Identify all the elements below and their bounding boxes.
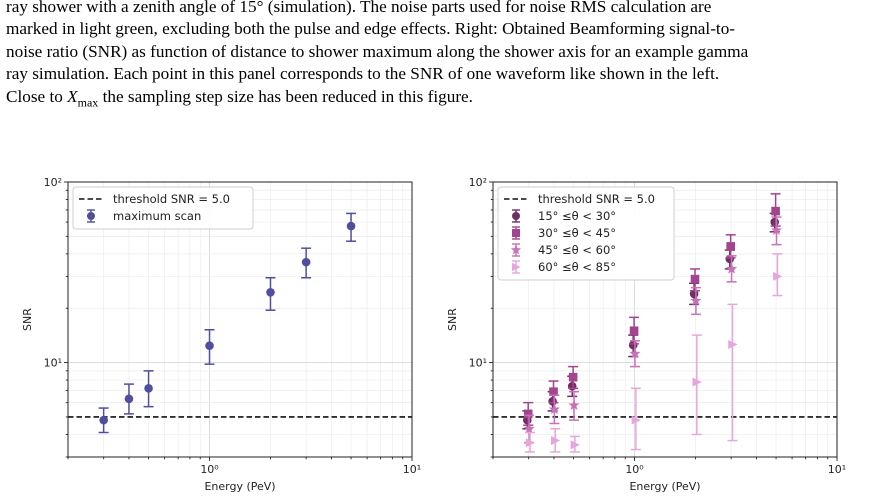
data-point bbox=[570, 440, 580, 450]
data-point bbox=[523, 422, 535, 434]
chart-panel: 10⁰ 10¹ 10¹ 10² Energy (PeV) SNR threshold SNR… bbox=[21, 176, 421, 493]
y-tick-label: 10² bbox=[44, 176, 62, 189]
caption-line: marked in light green, excluding both th… bbox=[6, 19, 736, 39]
data-point bbox=[629, 326, 639, 336]
legend-label: maximum scan bbox=[113, 209, 201, 223]
data-point bbox=[512, 229, 520, 237]
caption-variable: X bbox=[67, 86, 78, 106]
legend-label: 60° ≤θ < 85° bbox=[538, 260, 616, 274]
data-point bbox=[99, 415, 108, 425]
data-point bbox=[770, 224, 783, 236]
data-point bbox=[512, 262, 521, 272]
legend-label: 45° ≤θ < 60° bbox=[538, 243, 616, 257]
data-point bbox=[726, 263, 738, 274]
caption-text: the sampling step size has been reduced … bbox=[98, 86, 473, 106]
data-point bbox=[770, 217, 779, 227]
data-layer bbox=[98, 212, 357, 434]
data-point bbox=[631, 415, 641, 425]
data-point bbox=[205, 341, 214, 351]
data-point bbox=[568, 399, 580, 410]
plot-frame bbox=[67, 181, 413, 458]
caption-line: Close to Xmax the sampling step size has… bbox=[6, 86, 864, 108]
legend-box bbox=[72, 186, 254, 230]
data-point bbox=[568, 372, 578, 382]
x-tick-label: 10¹ bbox=[828, 463, 846, 476]
data-point bbox=[773, 271, 783, 281]
legend-label: 30° ≤θ < 45° bbox=[538, 226, 616, 240]
data-point bbox=[629, 347, 641, 359]
legend-box bbox=[497, 186, 675, 281]
data-point bbox=[512, 212, 520, 220]
data-point bbox=[346, 221, 356, 231]
data-point bbox=[567, 381, 577, 391]
x-axis-label: Energy (PeV) bbox=[204, 480, 275, 493]
y-axis-label: SNR bbox=[21, 308, 34, 331]
data-point bbox=[525, 438, 535, 448]
data-point bbox=[548, 403, 560, 415]
y-tick-label: 10¹ bbox=[44, 357, 62, 370]
data-point bbox=[726, 242, 735, 251]
caption-line: ray simulation. Each point in this panel… bbox=[6, 64, 720, 84]
legend: threshold SNR = 5.0 15° ≤θ < 30° 30° ≤θ < … bbox=[497, 186, 675, 281]
data-point bbox=[771, 206, 780, 216]
x-tick-label: 10¹ bbox=[403, 463, 421, 476]
figure-caption: ray shower with a zenith angle of 15° (s… bbox=[6, 0, 864, 108]
data-point bbox=[548, 397, 557, 406]
data-point bbox=[266, 288, 275, 297]
data-point bbox=[628, 340, 638, 350]
data-point bbox=[549, 387, 558, 396]
data-point bbox=[692, 377, 702, 387]
legend-label: threshold SNR = 5.0 bbox=[113, 192, 230, 206]
data-point bbox=[690, 274, 700, 284]
data-point bbox=[690, 294, 702, 306]
data-point bbox=[551, 436, 561, 446]
data-point bbox=[144, 384, 153, 393]
legend-label: 15° ≤θ < 30° bbox=[538, 209, 616, 223]
data-point bbox=[124, 394, 134, 404]
data-point bbox=[510, 244, 522, 255]
x-tick-label: 10⁰ bbox=[200, 463, 219, 476]
x-axis-label: Energy (PeV) bbox=[629, 480, 700, 493]
plot-frame bbox=[492, 181, 838, 458]
caption-line: ray shower with a zenith angle of 15° (s… bbox=[6, 0, 712, 16]
data-series bbox=[98, 212, 357, 434]
chart-panel: 10⁰ 10¹ 10¹ 10² Energy (PeV) SNR threshold SNR… bbox=[446, 176, 846, 493]
legend-label: threshold SNR = 5.0 bbox=[538, 192, 655, 206]
data-point bbox=[301, 257, 311, 267]
data-layer bbox=[522, 193, 783, 453]
caption-line: noise ratio (SNR) as function of distanc… bbox=[6, 41, 749, 61]
y-tick-label: 10² bbox=[469, 176, 487, 189]
y-axis-label: SNR bbox=[446, 308, 459, 331]
data-point bbox=[728, 339, 738, 349]
axis-ticks bbox=[64, 181, 413, 461]
data-point bbox=[523, 409, 533, 419]
caption-text: Close to bbox=[6, 86, 68, 106]
caption-subscript: max bbox=[77, 95, 99, 110]
x-tick-label: 10⁰ bbox=[625, 463, 644, 476]
data-point bbox=[87, 212, 95, 220]
legend: threshold SNR = 5.0 maximum scan bbox=[72, 186, 254, 230]
axis-ticks bbox=[489, 181, 838, 461]
data-series bbox=[525, 253, 783, 453]
y-tick-label: 10¹ bbox=[469, 357, 487, 370]
